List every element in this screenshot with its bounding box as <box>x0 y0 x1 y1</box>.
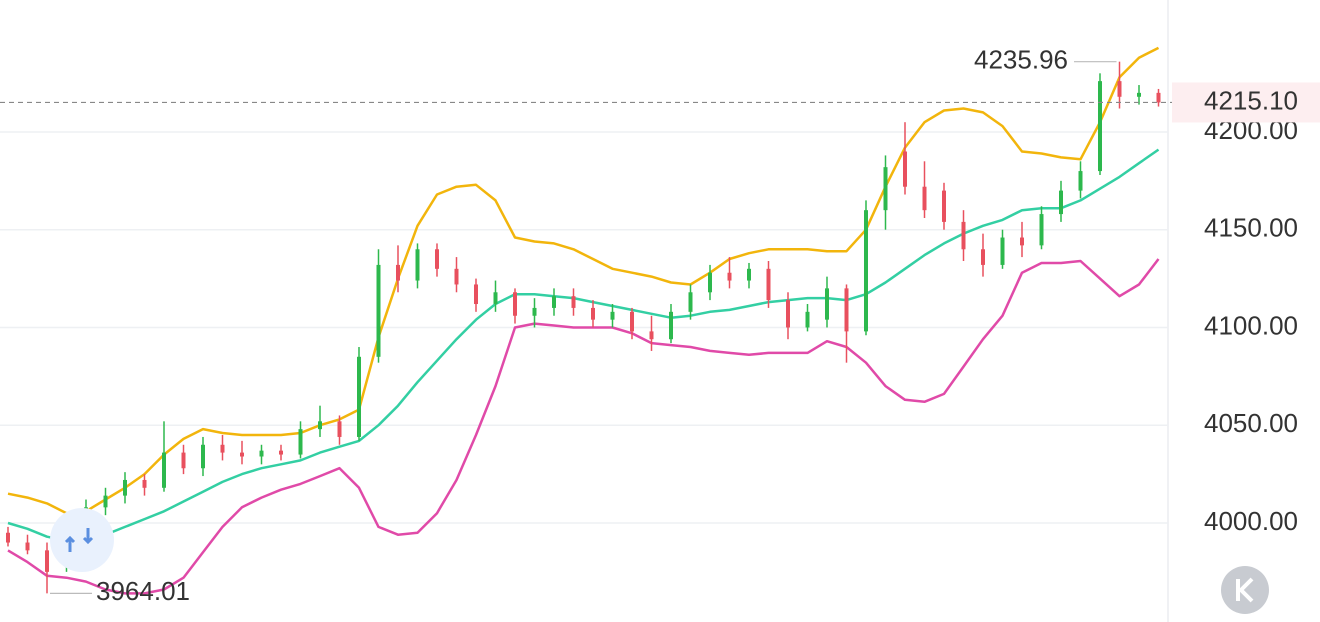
last-price-label: 4215.10 <box>1204 85 1298 115</box>
candle-body <box>279 450 283 455</box>
last-price-bg <box>1172 82 1320 123</box>
candle-body <box>747 268 751 281</box>
candle-body <box>571 296 576 308</box>
candle-body <box>688 292 693 312</box>
candle-body <box>6 532 10 543</box>
candle-body <box>1156 92 1161 103</box>
candle-body <box>45 550 49 572</box>
candle-body <box>786 300 790 328</box>
high-label: 4235.96 <box>974 45 1068 75</box>
candle-body <box>727 272 732 281</box>
candle-body <box>513 292 517 316</box>
candle-body <box>162 452 166 488</box>
candle-body <box>103 495 108 508</box>
candle-body <box>181 452 186 469</box>
candle-body <box>610 311 615 320</box>
candle-body <box>357 356 361 437</box>
candle-body <box>981 249 985 265</box>
candle-body <box>591 307 595 320</box>
candle-body <box>883 167 888 211</box>
candle-body <box>805 311 810 328</box>
y-tick-label: 4150.00 <box>1204 213 1298 243</box>
candle-body <box>1078 171 1083 191</box>
candle-body <box>1117 81 1122 97</box>
candle-body <box>396 264 400 281</box>
candle-body <box>25 542 30 551</box>
candle-body <box>864 210 868 332</box>
candle-body <box>123 479 127 496</box>
y-tick-label: 4050.00 <box>1204 408 1298 438</box>
candle-body <box>844 288 849 332</box>
candle-body <box>708 272 712 293</box>
candle-body <box>298 429 303 455</box>
candle-body <box>922 186 927 211</box>
candle-body <box>1059 190 1063 215</box>
candle-body <box>318 421 322 430</box>
candle-body <box>1039 214 1044 246</box>
low-label: 3964.01 <box>96 576 190 606</box>
candle-body <box>415 249 420 281</box>
candle-body <box>825 288 829 320</box>
band-line <box>7 46 1160 515</box>
candle-body <box>201 444 205 469</box>
k-button-bg <box>1221 566 1269 614</box>
k-button[interactable] <box>1221 566 1269 614</box>
candle-body <box>961 221 966 250</box>
candle-body <box>337 421 342 437</box>
candle-body <box>1000 237 1005 265</box>
candle-body <box>240 452 244 457</box>
candle-body <box>435 249 439 269</box>
candle-body <box>1137 92 1141 97</box>
candle-body <box>669 311 673 340</box>
candle-body <box>649 331 654 340</box>
y-tick-label: 4100.00 <box>1204 310 1298 340</box>
candle-body <box>1098 81 1102 172</box>
candle-body <box>454 268 459 285</box>
candle-body <box>552 296 556 308</box>
candle-body <box>220 444 225 453</box>
candle-body <box>630 311 634 332</box>
candle-body <box>766 268 771 301</box>
band-line <box>7 258 1160 595</box>
candle-body <box>142 479 147 488</box>
candle-body <box>493 292 498 305</box>
candle-body <box>903 151 907 187</box>
plot: 4235.96 3964.01 <box>0 45 1172 606</box>
candle-body <box>942 190 946 222</box>
sort-icon <box>50 508 114 572</box>
band-line <box>7 148 1160 542</box>
candle-body <box>532 307 537 316</box>
candle-body <box>376 264 381 357</box>
candle-body <box>474 284 478 305</box>
icon-halo <box>50 508 114 572</box>
icon-arrows <box>64 528 94 552</box>
y-tick-label: 4000.00 <box>1204 506 1298 536</box>
candle-body <box>1020 237 1024 246</box>
candle-body <box>259 450 264 457</box>
k-button-glyph <box>1236 577 1254 603</box>
